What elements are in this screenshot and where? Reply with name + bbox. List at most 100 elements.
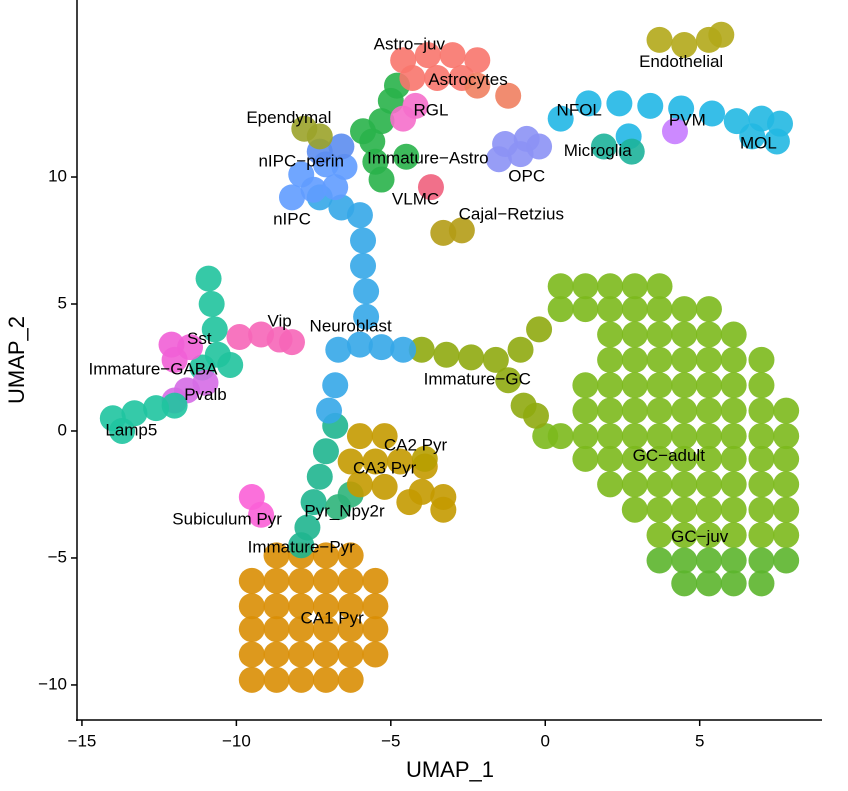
- point: [337, 567, 364, 594]
- cluster-label: Sst: [187, 329, 212, 348]
- point: [547, 296, 574, 323]
- point: [606, 90, 633, 117]
- point: [671, 31, 698, 58]
- point: [350, 118, 377, 145]
- point: [748, 346, 775, 373]
- point: [368, 166, 395, 193]
- point: [572, 423, 599, 450]
- point: [695, 445, 722, 472]
- point: [671, 372, 698, 399]
- point: [109, 417, 136, 444]
- point: [572, 397, 599, 424]
- cluster-label: Pyr_Npy2r: [304, 502, 385, 521]
- point: [646, 445, 673, 472]
- point: [720, 445, 747, 472]
- y-tick-label: 5: [58, 293, 67, 312]
- point: [458, 344, 485, 371]
- point: [306, 123, 333, 150]
- point: [288, 641, 315, 668]
- point: [238, 666, 265, 693]
- x-tick-label: −15: [68, 731, 97, 750]
- point: [597, 321, 624, 348]
- point: [621, 423, 648, 450]
- point: [695, 423, 722, 450]
- point: [312, 438, 339, 465]
- point: [597, 445, 624, 472]
- points-layer: [99, 21, 800, 693]
- point: [646, 471, 673, 498]
- cluster-label: Cajal−Retzius: [459, 205, 564, 224]
- point: [306, 463, 333, 490]
- point: [646, 397, 673, 424]
- cluster-label: CA1 Pyr: [300, 608, 364, 627]
- point: [748, 397, 775, 424]
- point: [695, 496, 722, 523]
- point: [439, 42, 466, 69]
- point: [621, 346, 648, 373]
- point: [312, 641, 339, 668]
- point: [390, 336, 417, 363]
- point: [597, 397, 624, 424]
- point: [671, 522, 698, 549]
- point: [621, 397, 648, 424]
- cluster-label: Vip: [267, 311, 291, 330]
- y-tick-label: −5: [48, 547, 67, 566]
- point: [328, 194, 355, 221]
- x-tick-label: −10: [222, 731, 251, 750]
- point: [300, 489, 327, 516]
- point: [362, 641, 389, 668]
- point: [393, 143, 420, 170]
- cluster-label: Immature−GABA: [88, 360, 218, 379]
- point: [720, 372, 747, 399]
- point: [671, 496, 698, 523]
- point: [668, 95, 695, 122]
- point: [226, 324, 253, 351]
- point: [720, 547, 747, 574]
- point: [671, 321, 698, 348]
- point: [263, 666, 290, 693]
- point: [288, 567, 315, 594]
- point: [371, 473, 398, 500]
- point: [448, 217, 475, 244]
- point: [433, 341, 460, 368]
- point: [337, 542, 364, 569]
- point: [368, 334, 395, 361]
- point: [198, 291, 225, 317]
- point: [350, 227, 377, 254]
- cluster-label: Immature−Pyr: [248, 537, 356, 556]
- point: [411, 445, 438, 472]
- point: [248, 501, 275, 528]
- point: [325, 336, 352, 363]
- point: [288, 666, 315, 693]
- point: [597, 346, 624, 373]
- cluster-label: Immature−Astro: [367, 149, 488, 168]
- point: [621, 296, 648, 323]
- cluster-label: Pvalb: [184, 385, 227, 404]
- point: [572, 445, 599, 472]
- point: [646, 296, 673, 323]
- point: [671, 296, 698, 323]
- point: [748, 496, 775, 523]
- point: [402, 92, 429, 119]
- point: [695, 397, 722, 424]
- point: [618, 138, 645, 165]
- point: [263, 542, 290, 569]
- point: [748, 372, 775, 399]
- point: [695, 471, 722, 498]
- x-tick-label: 5: [695, 731, 704, 750]
- point: [328, 133, 355, 160]
- point: [238, 567, 265, 594]
- point: [748, 522, 775, 549]
- point: [195, 265, 222, 292]
- x-tick-label: −5: [381, 731, 400, 750]
- point: [263, 616, 290, 643]
- point: [312, 666, 339, 693]
- point: [748, 471, 775, 498]
- point: [646, 273, 673, 300]
- cluster-label: Astro−juv: [374, 34, 446, 53]
- point: [263, 641, 290, 668]
- point: [464, 72, 491, 99]
- point: [547, 105, 574, 132]
- point: [408, 336, 435, 363]
